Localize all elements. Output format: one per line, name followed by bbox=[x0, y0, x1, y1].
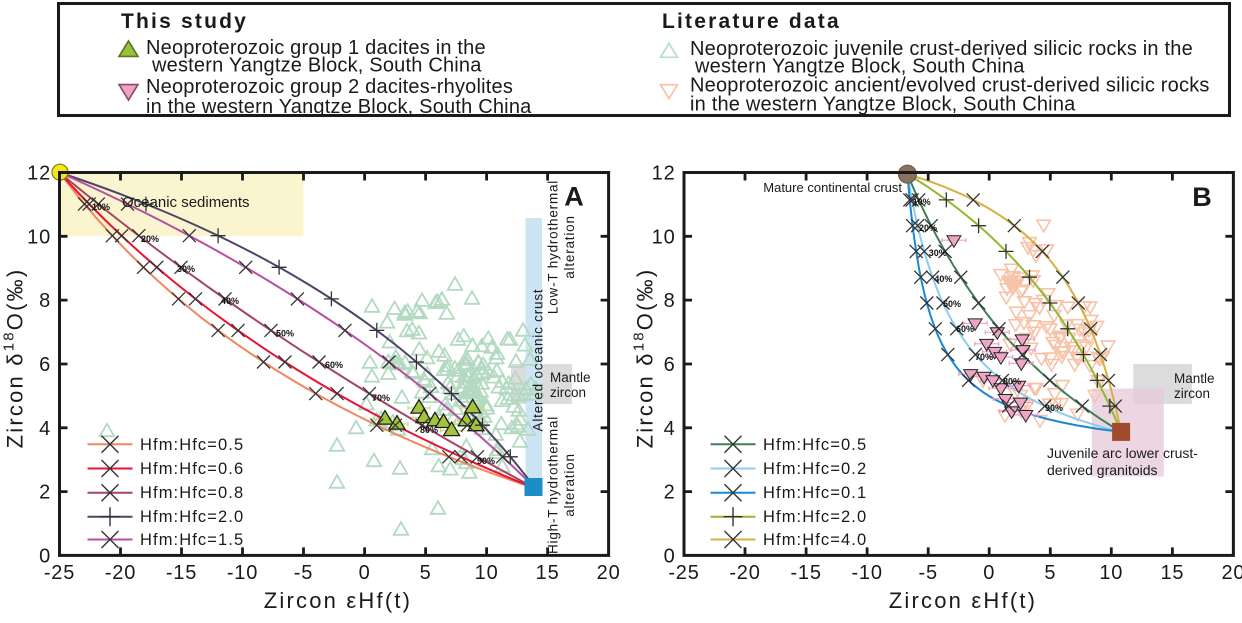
svg-text:Hfm:Hfc=4.0: Hfm:Hfc=4.0 bbox=[763, 531, 867, 549]
svg-text:Zircon δ18O(‰): Zircon δ18O(‰) bbox=[1, 268, 28, 449]
svg-text:High-T hydrothermal: High-T hydrothermal bbox=[546, 416, 561, 554]
svg-text:40%: 40% bbox=[934, 274, 952, 284]
svg-text:in the western Yangtze Block,: in the western Yangtze Block, South Chin… bbox=[690, 94, 1076, 116]
svg-text:Low-T hydrothermal: Low-T hydrothermal bbox=[546, 180, 561, 314]
svg-text:90%: 90% bbox=[477, 456, 495, 466]
svg-text:Mantle: Mantle bbox=[1174, 371, 1215, 386]
svg-text:20: 20 bbox=[597, 562, 621, 584]
svg-text:alteration: alteration bbox=[562, 453, 577, 517]
svg-text:30%: 30% bbox=[177, 264, 195, 274]
svg-text:in the western Yangtze Block,: in the western Yangtze Block, South Chin… bbox=[146, 96, 532, 118]
svg-text:80%: 80% bbox=[1003, 377, 1021, 387]
svg-text:Neoproterozoic ancient/evolved: Neoproterozoic ancient/evolved crust-der… bbox=[690, 75, 1210, 97]
svg-text:50%: 50% bbox=[276, 329, 294, 339]
svg-text:Neoproterozoic group 1 dacites: Neoproterozoic group 1 dacites in the bbox=[146, 37, 486, 59]
svg-text:Juvenile arc lower crust-: Juvenile arc lower crust- bbox=[1047, 445, 1198, 461]
svg-text:-25: -25 bbox=[44, 562, 75, 584]
svg-text:Zircon εHf(t): Zircon εHf(t) bbox=[889, 588, 1037, 613]
svg-text:-15: -15 bbox=[790, 562, 821, 584]
svg-text:Hfm:Hfc=1.5: Hfm:Hfc=1.5 bbox=[140, 531, 244, 549]
svg-text:4: 4 bbox=[664, 418, 676, 440]
svg-text:10%: 10% bbox=[913, 197, 931, 207]
svg-text:A: A bbox=[564, 182, 584, 212]
svg-text:zircon: zircon bbox=[550, 385, 586, 400]
svg-text:5: 5 bbox=[1044, 562, 1056, 584]
svg-text:80%: 80% bbox=[420, 425, 438, 435]
svg-text:8: 8 bbox=[664, 290, 676, 312]
svg-text:4: 4 bbox=[39, 418, 51, 440]
svg-text:Hfm:Hfc=0.5: Hfm:Hfc=0.5 bbox=[140, 436, 244, 454]
svg-text:-10: -10 bbox=[227, 562, 258, 584]
svg-text:0: 0 bbox=[664, 545, 676, 567]
svg-text:B: B bbox=[1192, 182, 1212, 212]
svg-text:10: 10 bbox=[1099, 562, 1123, 584]
svg-text:-20: -20 bbox=[105, 562, 136, 584]
svg-text:50%: 50% bbox=[943, 299, 961, 309]
svg-text:Hfm:Hfc=0.5: Hfm:Hfc=0.5 bbox=[763, 436, 867, 454]
svg-text:Oceanic sediments: Oceanic sediments bbox=[122, 194, 250, 211]
svg-text:derived granitoids: derived granitoids bbox=[1047, 462, 1158, 478]
svg-text:0: 0 bbox=[39, 545, 51, 567]
svg-text:12: 12 bbox=[27, 163, 51, 185]
svg-text:Hfm:Hfc=2.0: Hfm:Hfc=2.0 bbox=[763, 508, 867, 526]
svg-text:20%: 20% bbox=[919, 223, 937, 233]
svg-text:Literature data: Literature data bbox=[662, 10, 841, 33]
svg-text:This study: This study bbox=[121, 10, 248, 33]
svg-text:30%: 30% bbox=[929, 248, 947, 258]
svg-text:Hfm:Hfc=0.2: Hfm:Hfc=0.2 bbox=[763, 460, 867, 478]
svg-text:10: 10 bbox=[27, 226, 51, 248]
svg-text:western Yangtze Block, South C: western Yangtze Block, South China bbox=[694, 56, 1025, 78]
svg-text:alteration: alteration bbox=[562, 215, 577, 279]
svg-text:Mature continental crust: Mature continental crust bbox=[763, 180, 902, 195]
svg-text:-20: -20 bbox=[729, 562, 760, 584]
svg-text:0: 0 bbox=[983, 562, 995, 584]
svg-text:zircon: zircon bbox=[1174, 386, 1210, 401]
svg-text:60%: 60% bbox=[325, 360, 343, 370]
svg-text:Hfm:Hfc=2.0: Hfm:Hfc=2.0 bbox=[140, 508, 244, 526]
svg-text:Hfm:Hfc=0.6: Hfm:Hfc=0.6 bbox=[140, 460, 244, 478]
svg-text:-5: -5 bbox=[919, 562, 938, 584]
svg-text:5: 5 bbox=[420, 562, 432, 584]
svg-text:15: 15 bbox=[536, 562, 560, 584]
svg-text:Hfm:Hfc=0.8: Hfm:Hfc=0.8 bbox=[140, 484, 244, 502]
svg-text:-25: -25 bbox=[668, 562, 699, 584]
svg-text:10: 10 bbox=[475, 562, 499, 584]
svg-text:10%: 10% bbox=[92, 202, 110, 212]
svg-text:20%: 20% bbox=[141, 234, 159, 244]
svg-text:0: 0 bbox=[359, 562, 371, 584]
svg-text:-15: -15 bbox=[166, 562, 197, 584]
svg-text:10: 10 bbox=[652, 226, 676, 248]
svg-text:2: 2 bbox=[664, 482, 676, 504]
svg-text:-5: -5 bbox=[294, 562, 313, 584]
svg-text:70%: 70% bbox=[975, 352, 993, 362]
svg-text:2: 2 bbox=[39, 482, 51, 504]
svg-text:Neoproterozoic juvenile crust-: Neoproterozoic juvenile crust-derived si… bbox=[690, 38, 1193, 60]
svg-text:western Yangtze Block, South C: western Yangtze Block, South China bbox=[151, 55, 482, 77]
svg-text:8: 8 bbox=[39, 290, 51, 312]
svg-text:Zircon εHf(t): Zircon εHf(t) bbox=[264, 588, 412, 613]
svg-text:-10: -10 bbox=[851, 562, 882, 584]
svg-text:90%: 90% bbox=[1045, 403, 1063, 413]
svg-text:20: 20 bbox=[1221, 562, 1242, 584]
svg-text:6: 6 bbox=[664, 354, 676, 376]
svg-text:6: 6 bbox=[39, 354, 51, 376]
svg-text:60%: 60% bbox=[956, 324, 974, 334]
svg-text:Mantle: Mantle bbox=[550, 370, 591, 385]
svg-text:15: 15 bbox=[1160, 562, 1184, 584]
svg-text:12: 12 bbox=[652, 163, 676, 185]
svg-text:70%: 70% bbox=[372, 393, 390, 403]
svg-text:Altered oceanic crust: Altered oceanic crust bbox=[531, 289, 546, 432]
svg-text:Neoproterozoic group 2 dacites: Neoproterozoic group 2 dacites-rhyolites bbox=[146, 76, 513, 98]
svg-text:40%: 40% bbox=[221, 296, 239, 306]
svg-text:Zircon δ18O(‰): Zircon δ18O(‰) bbox=[631, 268, 658, 449]
svg-text:Hfm:Hfc=0.1: Hfm:Hfc=0.1 bbox=[763, 484, 867, 502]
